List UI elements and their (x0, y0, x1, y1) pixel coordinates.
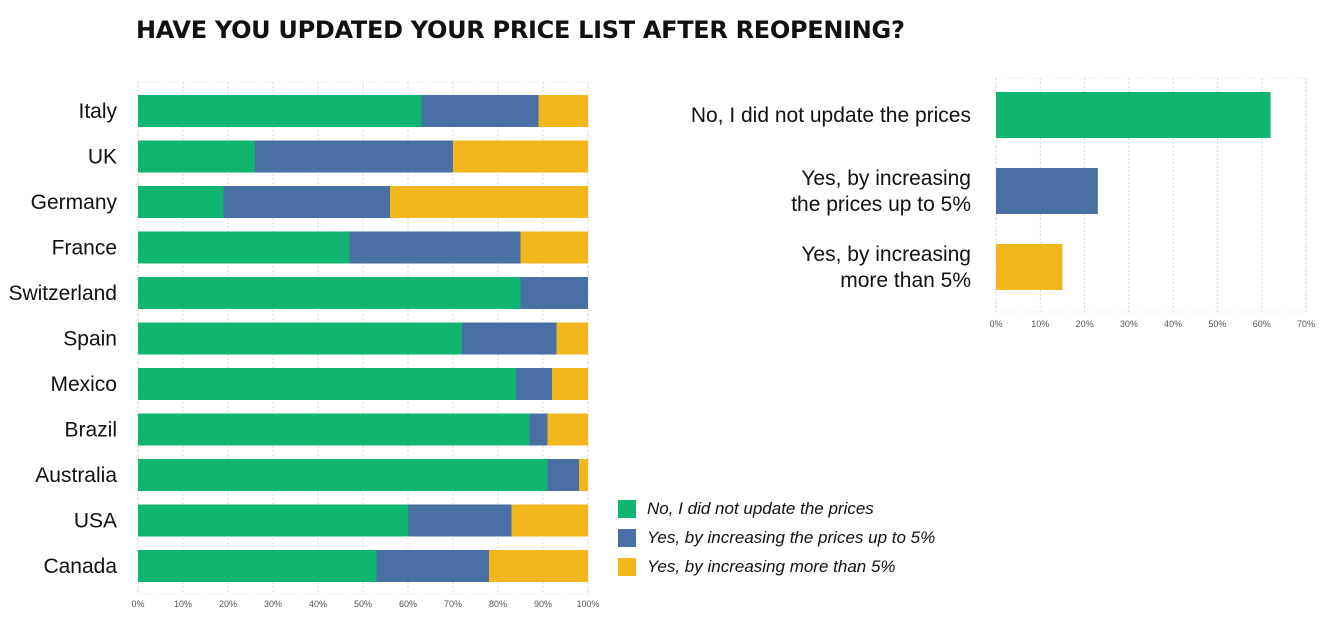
bar-australia-more-than-5 (579, 459, 588, 491)
right-x-tick-label: 50% (1208, 319, 1226, 329)
category-label-uk: UK (88, 146, 117, 169)
legend-swatch-up-to-5 (618, 528, 636, 547)
bar-italy-up-to-5 (421, 95, 539, 127)
bar-france-no-update (138, 231, 350, 264)
right-x-tick-label: 0% (989, 319, 1002, 329)
bar-mexico-no-update (138, 368, 516, 400)
legend-item-up-to-5: Yes, by increasing the prices up to 5% (618, 523, 935, 552)
legend-swatch-more-than-5 (618, 557, 636, 576)
category-label-mexico: Mexico (50, 373, 117, 396)
bar-canada-more-than-5 (489, 550, 588, 582)
overall-category-label-line: more than 5% (840, 269, 971, 292)
bar-brazil-more-than-5 (547, 413, 588, 446)
bar-italy-no-update (138, 95, 422, 127)
bar-germany-more-than-5 (390, 186, 588, 218)
left-x-tick-label: 80% (489, 599, 507, 609)
bar-spain-more-than-5 (556, 322, 588, 355)
overall-category-label-no-update: No, I did not update the prices (691, 104, 971, 127)
bar-canada-up-to-5 (376, 550, 489, 582)
bar-australia-up-to-5 (547, 459, 579, 491)
overall-category-label-up-to-5: Yes, by increasing the prices up to 5% (791, 167, 971, 216)
bar-switzerland-no-update (138, 277, 521, 309)
chart-title: HAVE YOU UPDATED YOUR PRICE LIST AFTER R… (136, 16, 905, 44)
bar-australia-no-update (138, 459, 548, 491)
category-label-italy: Italy (78, 100, 117, 123)
bar-usa-up-to-5 (408, 504, 512, 537)
bar-france-up-to-5 (349, 231, 521, 264)
overall-category-label-line: the prices up to 5% (791, 193, 971, 216)
legend-item-more-than-5: Yes, by increasing more than 5% (618, 552, 935, 581)
left-x-tick-label: 30% (264, 599, 282, 609)
left-x-tick-label: 10% (174, 599, 192, 609)
category-label-usa: USA (74, 510, 117, 533)
left-x-tick-label: 70% (444, 599, 462, 609)
category-label-germany: Germany (31, 191, 118, 214)
left-x-tick-label: 20% (219, 599, 237, 609)
category-label-switzerland: Switzerland (8, 282, 117, 305)
bar-overall-up-to-5 (996, 168, 1098, 214)
bar-germany-no-update (138, 186, 224, 218)
bar-mexico-more-than-5 (552, 368, 588, 400)
bar-brazil-up-to-5 (529, 413, 548, 446)
bar-usa-more-than-5 (511, 504, 588, 537)
bar-switzerland-up-to-5 (520, 277, 588, 309)
overall-category-label-line: Yes, by increasing (801, 167, 971, 190)
right-x-tick-label: 40% (1164, 319, 1182, 329)
bar-uk-up-to-5 (255, 140, 453, 173)
right-x-tick-label: 20% (1076, 319, 1094, 329)
right-x-tick-label: 30% (1120, 319, 1138, 329)
bar-uk-no-update (138, 140, 255, 173)
right-x-tick-label: 10% (1031, 319, 1049, 329)
overall-category-label-line: Yes, by increasing (801, 243, 971, 266)
category-label-france: France (52, 237, 117, 260)
bar-spain-up-to-5 (462, 322, 557, 355)
legend-label-no-update: No, I did not update the prices (647, 498, 874, 518)
left-x-tick-label: 50% (354, 599, 372, 609)
bar-italy-more-than-5 (538, 95, 588, 127)
left-x-tick-label: 90% (534, 599, 552, 609)
overall-category-label-more-than-5: Yes, by increasing more than 5% (801, 243, 971, 292)
left-x-tick-label: 40% (309, 599, 327, 609)
category-label-australia: Australia (35, 464, 117, 487)
legend: No, I did not update the prices Yes, by … (618, 494, 935, 581)
category-label-spain: Spain (63, 328, 117, 351)
bar-brazil-no-update (138, 413, 530, 446)
legend-item-no-update: No, I did not update the prices (618, 494, 935, 523)
category-label-canada: Canada (43, 555, 117, 578)
bar-mexico-up-to-5 (516, 368, 552, 400)
left-x-tick-label: 0% (131, 599, 144, 609)
left-x-tick-label: 100% (576, 599, 599, 609)
category-label-brazil: Brazil (64, 419, 117, 442)
overall-category-label-line: No, I did not update the prices (691, 104, 971, 127)
legend-swatch-no-update (618, 499, 636, 518)
bar-usa-no-update (138, 504, 408, 537)
bar-overall-more-than-5 (996, 244, 1063, 290)
bar-overall-no-update (996, 92, 1271, 138)
bar-germany-up-to-5 (223, 186, 390, 218)
bar-uk-more-than-5 (453, 140, 588, 173)
right-x-tick-label: 60% (1253, 319, 1271, 329)
legend-label-up-to-5: Yes, by increasing the prices up to 5% (647, 527, 936, 547)
right-x-tick-label: 70% (1297, 319, 1315, 329)
left-x-tick-label: 60% (399, 599, 417, 609)
bar-canada-no-update (138, 550, 377, 582)
bar-france-more-than-5 (520, 231, 588, 264)
bar-spain-no-update (138, 322, 462, 355)
legend-label-more-than-5: Yes, by increasing more than 5% (647, 556, 896, 576)
